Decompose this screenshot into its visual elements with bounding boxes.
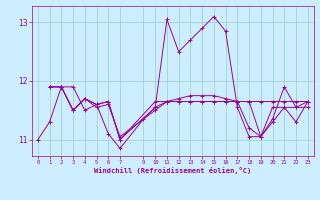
X-axis label: Windchill (Refroidissement éolien,°C): Windchill (Refroidissement éolien,°C) — [94, 167, 252, 174]
